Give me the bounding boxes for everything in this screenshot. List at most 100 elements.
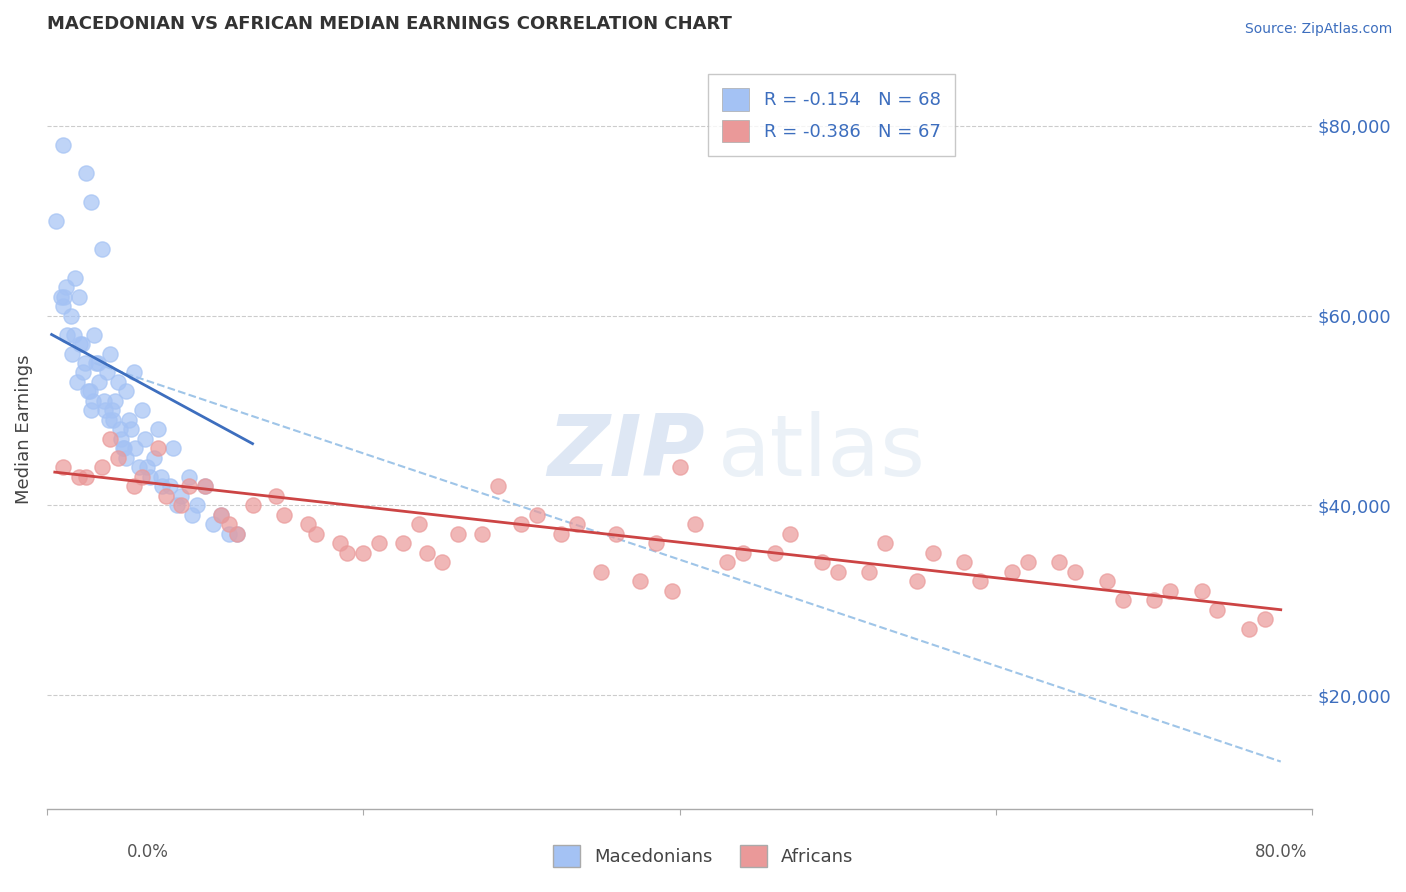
Point — [336, 546, 359, 560]
Point — [65, 270, 87, 285]
Point — [75, 166, 97, 180]
Point — [1001, 565, 1024, 579]
Point — [122, 479, 145, 493]
Point — [146, 442, 169, 456]
Point — [1254, 612, 1277, 626]
Text: atlas: atlas — [717, 410, 925, 493]
Point — [110, 432, 132, 446]
Point — [181, 508, 204, 522]
Point — [70, 337, 93, 351]
Text: 80.0%: 80.0% — [1256, 843, 1308, 861]
Point — [242, 499, 264, 513]
Point — [589, 565, 612, 579]
Point — [858, 565, 880, 579]
Point — [150, 479, 173, 493]
Point — [209, 508, 232, 522]
Point — [62, 327, 84, 342]
Point — [297, 517, 319, 532]
Point — [86, 356, 108, 370]
Point — [264, 489, 287, 503]
Point — [155, 489, 177, 503]
Point — [108, 422, 131, 436]
Point — [52, 299, 75, 313]
Point — [179, 479, 201, 493]
Point — [661, 583, 683, 598]
Point — [328, 536, 350, 550]
Point — [87, 375, 110, 389]
Point — [118, 413, 141, 427]
Point — [1143, 593, 1166, 607]
Point — [115, 384, 138, 399]
Point — [98, 432, 121, 446]
Point — [969, 574, 991, 589]
Point — [52, 137, 75, 152]
Point — [668, 460, 690, 475]
Point — [905, 574, 928, 589]
Point — [447, 526, 470, 541]
Point — [170, 499, 193, 513]
Point — [124, 442, 146, 456]
Point — [115, 450, 138, 465]
Point — [194, 479, 217, 493]
Point — [875, 536, 897, 550]
Point — [53, 289, 76, 303]
Point — [159, 479, 181, 493]
Point — [368, 536, 391, 550]
Point — [77, 384, 100, 399]
Point — [122, 366, 145, 380]
Point — [685, 517, 707, 532]
Point — [1111, 593, 1133, 607]
Point — [111, 442, 134, 456]
Point — [93, 393, 115, 408]
Point — [1064, 565, 1087, 579]
Point — [94, 403, 117, 417]
Point — [82, 393, 104, 408]
Point — [201, 517, 224, 532]
Point — [628, 574, 651, 589]
Point — [305, 526, 328, 541]
Point — [408, 517, 430, 532]
Point — [415, 546, 437, 560]
Point — [128, 460, 150, 475]
Point — [179, 470, 201, 484]
Point — [209, 508, 232, 522]
Point — [471, 526, 494, 541]
Point — [170, 489, 193, 503]
Point — [56, 327, 79, 342]
Point — [811, 555, 834, 569]
Point — [486, 479, 509, 493]
Point — [55, 280, 77, 294]
Point — [225, 526, 247, 541]
Point — [1206, 603, 1229, 617]
Point — [131, 403, 153, 417]
Point — [827, 565, 849, 579]
Point — [149, 470, 172, 484]
Point — [96, 366, 118, 380]
Point — [194, 479, 217, 493]
Point — [67, 470, 90, 484]
Point — [716, 555, 738, 569]
Point — [953, 555, 976, 569]
Point — [79, 384, 101, 399]
Point — [1237, 622, 1260, 636]
Point — [120, 422, 142, 436]
Point — [1159, 583, 1181, 598]
Point — [605, 526, 627, 541]
Point — [83, 327, 105, 342]
Point — [69, 337, 91, 351]
Point — [273, 508, 295, 522]
Point — [80, 194, 103, 209]
Point — [72, 366, 94, 380]
Legend: R = -0.154   N = 68, R = -0.386   N = 67: R = -0.154 N = 68, R = -0.386 N = 67 — [707, 74, 955, 156]
Point — [1191, 583, 1213, 598]
Point — [103, 413, 125, 427]
Point — [107, 450, 129, 465]
Point — [432, 555, 454, 569]
Point — [97, 413, 120, 427]
Point — [550, 526, 572, 541]
Point — [391, 536, 413, 550]
Point — [218, 526, 240, 541]
Point — [510, 517, 533, 532]
Legend: Macedonians, Africans: Macedonians, Africans — [546, 838, 860, 874]
Point — [100, 403, 122, 417]
